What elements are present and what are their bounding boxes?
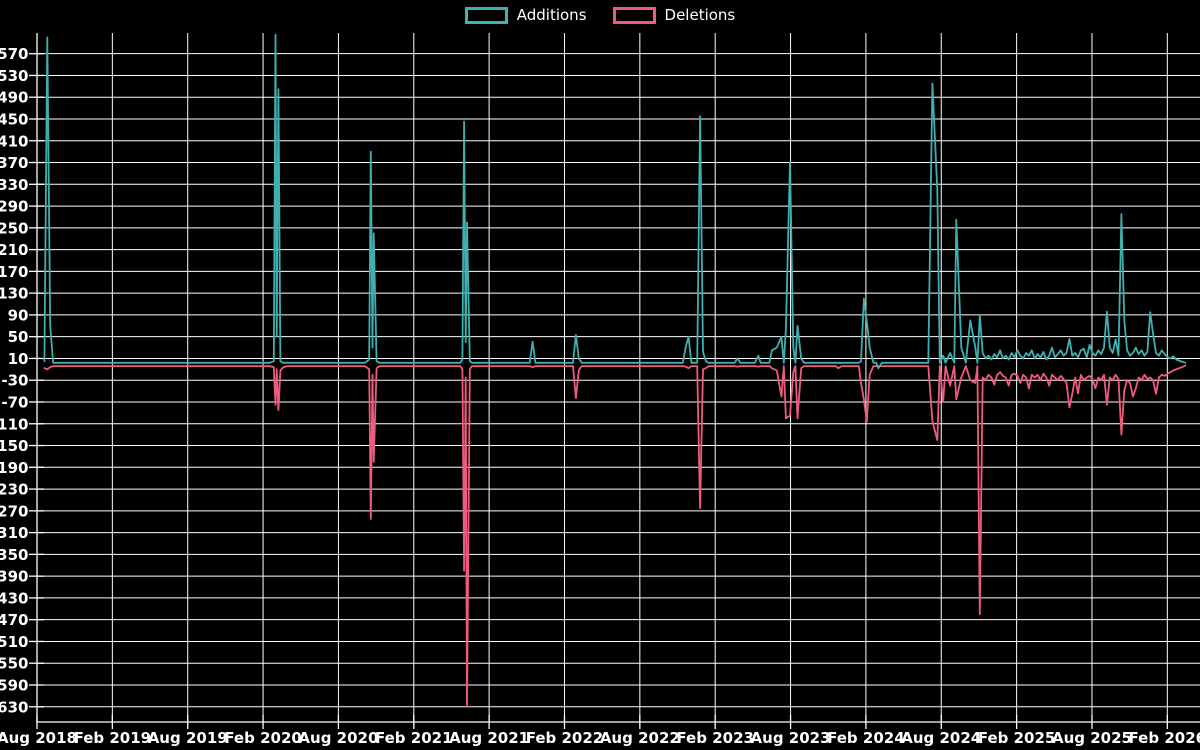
y-tick-label: 490 [0, 89, 29, 107]
x-tick-label: Aug 2022 [600, 729, 680, 747]
axis-labels: 570 530 490 450 410 370 330 290 250 210 170 130 90 50… [0, 45, 1200, 747]
y-tick-label: -430 [0, 589, 29, 607]
y-tick-label: -550 [0, 655, 29, 673]
y-tick-label: -390 [0, 568, 29, 586]
x-tick-label: Feb 2023 [676, 729, 754, 747]
y-tick-label: 570 [0, 45, 29, 63]
x-tick-label: Aug 2019 [148, 729, 228, 747]
additions-line [43, 33, 1187, 370]
y-tick-label: 170 [0, 263, 29, 281]
legend-item-deletions[interactable]: Deletions [612, 6, 736, 24]
y-tick-label: -150 [0, 437, 29, 455]
x-tick-label: Feb 2026 [1129, 729, 1200, 747]
x-tick-label: Feb 2019 [74, 729, 152, 747]
y-tick-label: -190 [0, 459, 29, 477]
x-tick-label: Aug 2018 [0, 729, 77, 747]
legend-swatch-additions [464, 6, 508, 24]
y-tick-label: -70 [1, 393, 28, 411]
chart-legend: Additions Deletions [0, 6, 1200, 24]
y-tick-label: -310 [0, 524, 29, 542]
y-tick-label: 50 [8, 328, 29, 346]
y-tick-label: -110 [0, 415, 29, 433]
x-tick-label: Feb 2020 [224, 729, 302, 747]
legend-swatch-deletions [612, 6, 656, 24]
y-tick-label: -510 [0, 633, 29, 651]
x-tick-label: Aug 2021 [449, 729, 529, 747]
y-tick-label: 370 [0, 154, 29, 172]
x-tick-label: Feb 2021 [375, 729, 453, 747]
x-tick-label: Feb 2024 [827, 729, 905, 747]
x-tick-label: Feb 2025 [978, 729, 1056, 747]
y-tick-label: -350 [0, 546, 29, 564]
axes [29, 33, 1200, 729]
deletions-line [43, 364, 1187, 708]
y-tick-label: -270 [0, 502, 29, 520]
y-tick-label: -230 [0, 481, 29, 499]
y-tick-label: 210 [0, 241, 29, 259]
y-tick-label: -630 [0, 698, 29, 716]
y-tick-label: -30 [1, 372, 28, 390]
legend-label-additions: Additions [516, 6, 587, 24]
y-tick-label: -590 [0, 676, 29, 694]
y-tick-label: 290 [0, 198, 29, 216]
legend-item-additions[interactable]: Additions [464, 6, 587, 24]
x-tick-label: Aug 2025 [1052, 729, 1132, 747]
y-tick-label: 250 [0, 219, 29, 237]
y-tick-label: 410 [0, 132, 29, 150]
y-tick-label: 10 [8, 350, 29, 368]
x-tick-label: Aug 2020 [298, 729, 378, 747]
y-tick-label: 530 [0, 67, 29, 85]
y-tick-label: 130 [0, 285, 29, 303]
y-tick-label: 90 [8, 306, 29, 324]
y-tick-label: 450 [0, 110, 29, 128]
x-tick-label: Aug 2024 [901, 729, 981, 747]
x-tick-label: Feb 2022 [526, 729, 604, 747]
y-tick-label: -470 [0, 611, 29, 629]
y-tick-label: 330 [0, 176, 29, 194]
x-tick-label: Aug 2023 [751, 729, 831, 747]
legend-label-deletions: Deletions [664, 6, 736, 24]
